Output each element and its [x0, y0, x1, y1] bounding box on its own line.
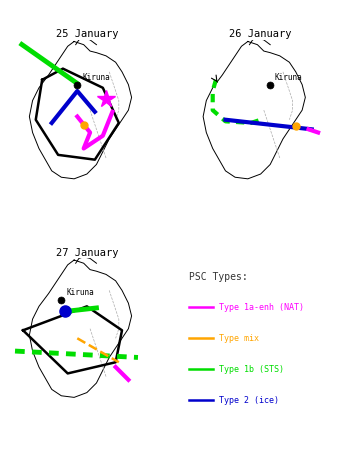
Text: Kiruna: Kiruna — [66, 288, 94, 297]
Text: Type 2 (ice): Type 2 (ice) — [219, 396, 279, 405]
Text: Type 1b (STS): Type 1b (STS) — [219, 365, 284, 374]
Title: 25 January: 25 January — [55, 29, 118, 39]
Title: 26 January: 26 January — [229, 29, 292, 39]
Title: 27 January: 27 January — [55, 248, 118, 258]
Text: Kiruna: Kiruna — [275, 73, 303, 82]
Text: Type mix: Type mix — [219, 334, 259, 343]
Text: Kiruna: Kiruna — [82, 73, 110, 82]
Text: Type 1a-enh (NAT): Type 1a-enh (NAT) — [219, 303, 304, 312]
Text: PSC Types:: PSC Types: — [189, 272, 247, 282]
